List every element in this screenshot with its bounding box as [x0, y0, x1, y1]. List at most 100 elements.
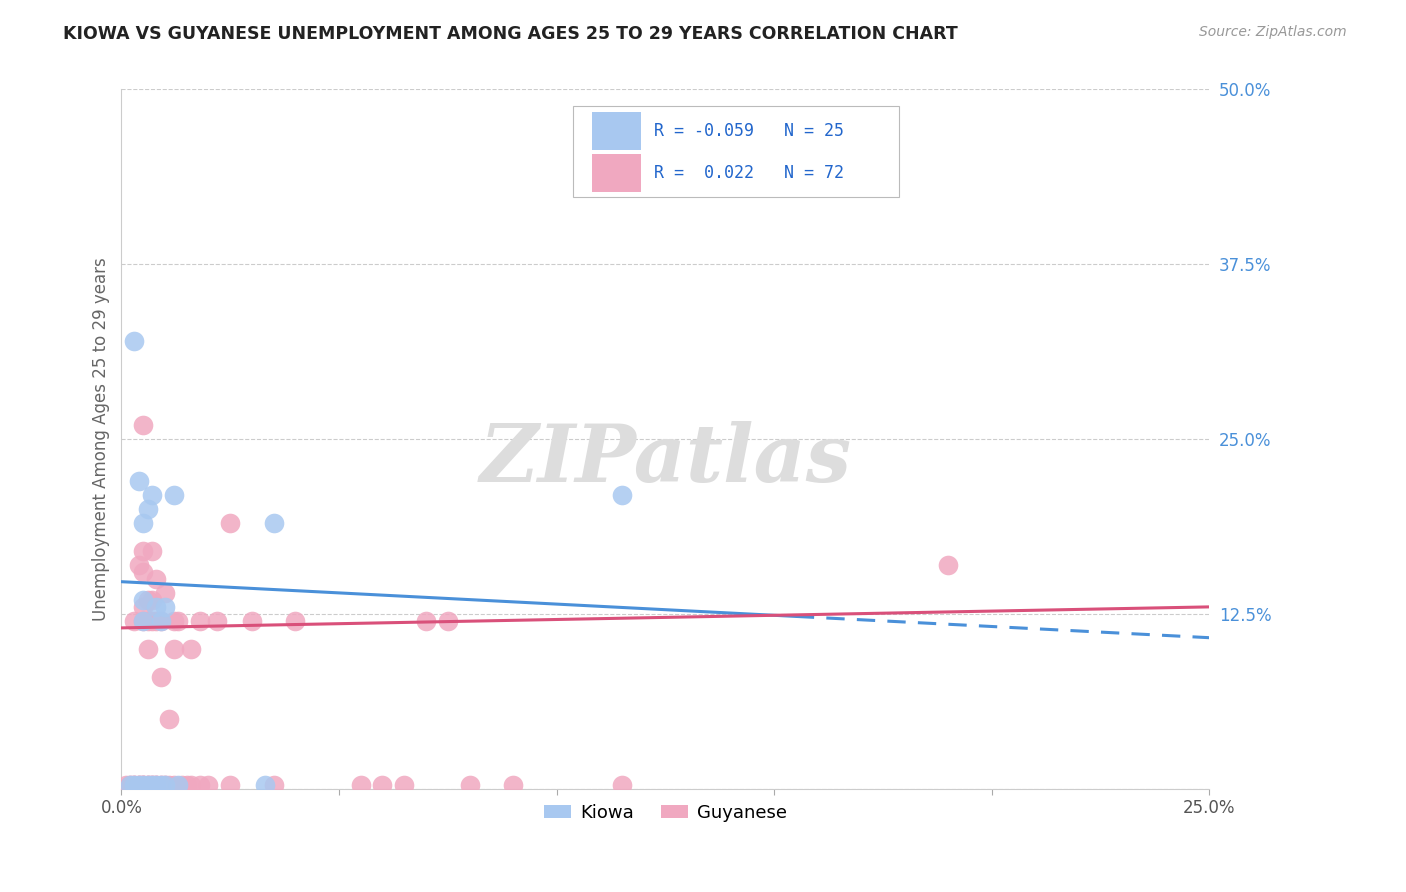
Point: [114, 778, 136, 792]
Point: [394, 778, 416, 792]
Point: [128, 778, 150, 792]
Point: [149, 778, 172, 792]
Point: [458, 778, 481, 792]
Point: [145, 614, 167, 628]
Point: [180, 641, 202, 656]
Point: [350, 778, 373, 792]
Point: [136, 593, 159, 607]
FancyBboxPatch shape: [592, 112, 641, 150]
Point: [132, 593, 155, 607]
Point: [124, 334, 146, 348]
Point: [502, 778, 524, 792]
Point: [163, 641, 186, 656]
Point: [141, 488, 163, 502]
Text: Source: ZipAtlas.com: Source: ZipAtlas.com: [1199, 25, 1347, 39]
Point: [136, 778, 159, 792]
Point: [141, 593, 163, 607]
Point: [141, 778, 163, 792]
Point: [136, 614, 159, 628]
Point: [145, 572, 167, 586]
Point: [167, 614, 190, 628]
Point: [153, 778, 176, 792]
Point: [145, 778, 167, 792]
Point: [141, 778, 163, 792]
Point: [132, 778, 155, 792]
Point: [172, 778, 194, 792]
Point: [936, 558, 959, 572]
Point: [132, 417, 155, 432]
Point: [141, 778, 163, 792]
Point: [240, 614, 263, 628]
Point: [120, 778, 142, 792]
Text: R =  0.022   N = 72: R = 0.022 N = 72: [654, 164, 845, 182]
Point: [145, 599, 167, 614]
Point: [610, 488, 633, 502]
Point: [176, 778, 198, 792]
Point: [188, 614, 211, 628]
Point: [132, 614, 155, 628]
Point: [136, 778, 159, 792]
Point: [157, 712, 180, 726]
Point: [132, 516, 155, 530]
Point: [145, 778, 167, 792]
Point: [219, 516, 242, 530]
Text: KIOWA VS GUYANESE UNEMPLOYMENT AMONG AGES 25 TO 29 YEARS CORRELATION CHART: KIOWA VS GUYANESE UNEMPLOYMENT AMONG AGE…: [63, 25, 957, 43]
Text: ZIPatlas: ZIPatlas: [479, 421, 852, 499]
Point: [132, 778, 155, 792]
Point: [197, 778, 219, 792]
Point: [149, 614, 172, 628]
Point: [153, 599, 176, 614]
Point: [371, 778, 394, 792]
Point: [128, 474, 150, 488]
Point: [145, 778, 167, 792]
Point: [136, 778, 159, 792]
Point: [415, 614, 437, 628]
Point: [136, 641, 159, 656]
Point: [124, 778, 146, 792]
Point: [163, 488, 186, 502]
Y-axis label: Unemployment Among Ages 25 to 29 years: Unemployment Among Ages 25 to 29 years: [93, 257, 110, 621]
Point: [128, 778, 150, 792]
Point: [141, 778, 163, 792]
Point: [180, 778, 202, 792]
Point: [128, 778, 150, 792]
Legend: Kiowa, Guyanese: Kiowa, Guyanese: [537, 797, 794, 829]
Point: [120, 778, 142, 792]
Point: [128, 558, 150, 572]
Point: [785, 137, 807, 152]
Point: [253, 778, 276, 792]
Point: [124, 778, 146, 792]
Point: [163, 778, 186, 792]
Point: [132, 565, 155, 579]
Point: [145, 778, 167, 792]
Point: [136, 778, 159, 792]
Point: [610, 778, 633, 792]
Point: [153, 586, 176, 600]
Point: [263, 516, 285, 530]
Point: [132, 778, 155, 792]
Point: [136, 502, 159, 516]
Point: [128, 778, 150, 792]
Point: [284, 614, 307, 628]
FancyBboxPatch shape: [572, 106, 900, 197]
Point: [263, 778, 285, 792]
Text: R = -0.059   N = 25: R = -0.059 N = 25: [654, 122, 845, 140]
Point: [132, 778, 155, 792]
Point: [205, 614, 228, 628]
Point: [149, 614, 172, 628]
Point: [141, 614, 163, 628]
Point: [188, 778, 211, 792]
Point: [141, 544, 163, 558]
Point: [153, 778, 176, 792]
Point: [124, 778, 146, 792]
Point: [157, 778, 180, 792]
FancyBboxPatch shape: [592, 153, 641, 192]
Point: [436, 614, 458, 628]
Point: [132, 599, 155, 614]
Point: [124, 614, 146, 628]
Point: [149, 670, 172, 684]
Point: [219, 778, 242, 792]
Point: [132, 544, 155, 558]
Point: [153, 778, 176, 792]
Point: [124, 778, 146, 792]
